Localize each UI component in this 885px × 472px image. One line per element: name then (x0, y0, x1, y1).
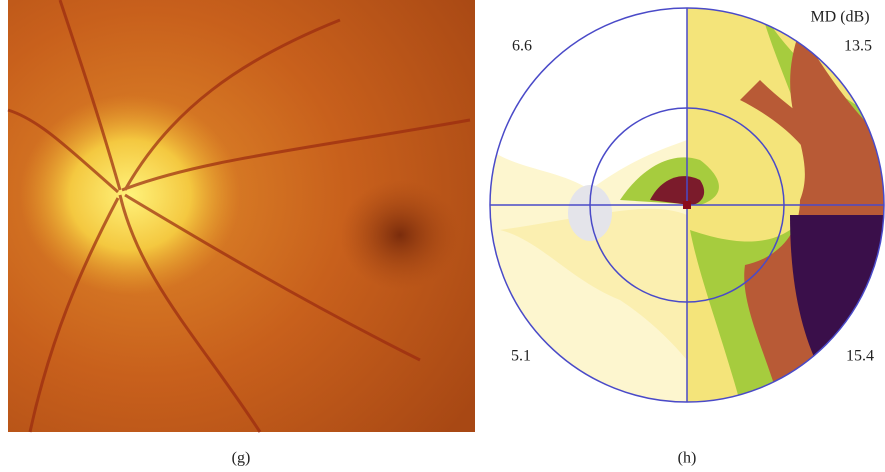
md-value: 13.5 (844, 38, 872, 55)
md-label: MD (dB) (810, 9, 869, 26)
caption: (g) (232, 450, 251, 467)
md-value: 5.1 (511, 348, 531, 365)
md-value: 15.4 (846, 348, 874, 365)
fundus-photo (8, 0, 475, 432)
md-value: 6.6 (512, 38, 532, 55)
figure: MD (dB) 6.6 13.5 5.1 15.4 (g) (h) (0, 0, 885, 472)
visual-field-map (490, 8, 885, 402)
caption: (h) (678, 450, 697, 467)
